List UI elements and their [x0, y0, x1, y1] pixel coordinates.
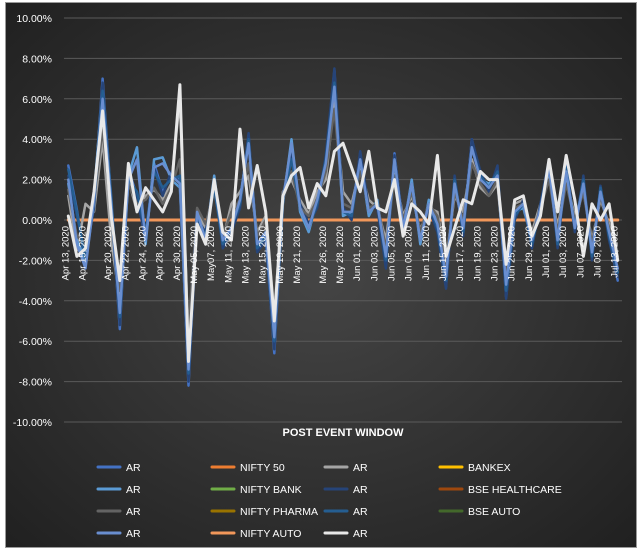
x-tick-label: Jun 19, 2020: [472, 226, 483, 281]
chart-background: [6, 3, 636, 547]
y-tick-label: 4.00%: [22, 134, 52, 146]
legend-label: NIFTY BANK: [240, 484, 302, 496]
x-tick-label: May 28, 2020: [335, 226, 346, 284]
x-tick-label: Apr 22, 2020: [120, 226, 131, 280]
x-tick-label: May 13, 2020: [241, 226, 252, 284]
x-tick-label: Apr 28, 2020: [155, 226, 166, 280]
y-tick-label: -2.00%: [19, 255, 52, 267]
x-tick-label: Jun 15, 2020: [438, 226, 449, 281]
legend-label: AR: [353, 462, 368, 474]
x-tick-label: Apr 13, 2020: [60, 226, 71, 280]
y-tick-label: 6.00%: [22, 94, 52, 106]
x-tick-label: Apr 15, 2020: [77, 226, 88, 280]
y-tick-label: -10.00%: [13, 417, 52, 429]
legend-label: AR: [353, 528, 368, 540]
legend-label: BANKEX: [468, 462, 511, 474]
x-tick-label: Jul 03, 2020: [558, 226, 569, 278]
y-tick-label: -8.00%: [19, 377, 52, 389]
legend-label: NIFTY PHARMA: [240, 506, 318, 518]
legend-label: NIFTY 50: [240, 462, 285, 474]
x-tick-label: Jul 07, 2020: [575, 226, 586, 278]
x-tick-label: May 15, 2020: [258, 226, 269, 284]
x-tick-label: Jun 03, 2020: [369, 226, 380, 281]
x-tick-label: Jun 29, 2020: [524, 226, 535, 281]
x-tick-label: Jun 25, 2020: [507, 226, 518, 281]
legend-label: AR: [126, 506, 141, 518]
x-tick-label: Jun 23, 2020: [490, 226, 501, 281]
x-axis-ticks: Apr 13, 2020 Apr 15, 2020 Apr 20, 2020 Apr …: [60, 226, 620, 284]
series-lines: [66, 67, 620, 387]
legend-label: AR: [126, 462, 141, 474]
x-tick-label: May 11, 2020: [223, 226, 234, 283]
x-tick-label: May 05, 2020: [189, 226, 200, 284]
legend-label: AR: [353, 506, 368, 518]
legend-label: NIFTY AUTO: [240, 528, 301, 540]
y-tick-label: 10.00%: [16, 13, 52, 25]
x-tick-label: Apr 30, 2020: [172, 226, 183, 280]
y-tick-label: 0.00%: [22, 215, 52, 227]
y-tick-label: -4.00%: [19, 296, 52, 308]
x-tick-label: Jun 09, 2020: [404, 226, 415, 281]
x-tick-label: Apr 24, 2020: [138, 226, 149, 280]
x-tick-label: Jul 13, 2020: [610, 226, 621, 278]
x-tick-label: Apr 20, 2020: [103, 226, 114, 280]
y-tick-label: 8.00%: [22, 53, 52, 65]
legend-label: AR: [353, 484, 368, 496]
x-tick-label: May 19, 2020: [275, 226, 286, 284]
y-axis-ticks: 10.00% 8.00% 6.00% 4.00% 2.00% 0.00% -2.00% -4.…: [13, 13, 52, 429]
legend: AR NIFTY 50 AR BANKEX AR NIFTY BANK AR BSE HEAL…: [96, 462, 562, 540]
chart-frame: [5, 2, 637, 548]
x-tick-label: May 21, 2020: [292, 226, 303, 284]
x-tick-label: Jun 11, 2020: [421, 226, 432, 280]
x-tick-label: Jun 05, 2020: [387, 226, 398, 281]
x-tick-label: Jun 01, 2020: [352, 226, 363, 281]
x-tick-label: Jul 01, 2020: [541, 226, 552, 278]
x-tick-label: May07, 2020: [206, 226, 217, 281]
x-tick-label: Jul 09, 2020: [593, 226, 604, 278]
x-tick-label: May 26, 2020: [318, 226, 329, 284]
legend-label: AR: [126, 484, 141, 496]
x-tick-label: Jun 17, 2020: [455, 226, 466, 281]
x-axis-title: POST EVENT WINDOW: [283, 427, 405, 439]
legend-label: BSE AUTO: [468, 506, 520, 518]
legend-label: AR: [126, 528, 141, 540]
legend-label: BSE HEALTHCARE: [468, 484, 562, 496]
y-tick-label: 2.00%: [22, 175, 52, 187]
series-line: [66, 83, 620, 363]
y-tick-label: -6.00%: [19, 336, 52, 348]
